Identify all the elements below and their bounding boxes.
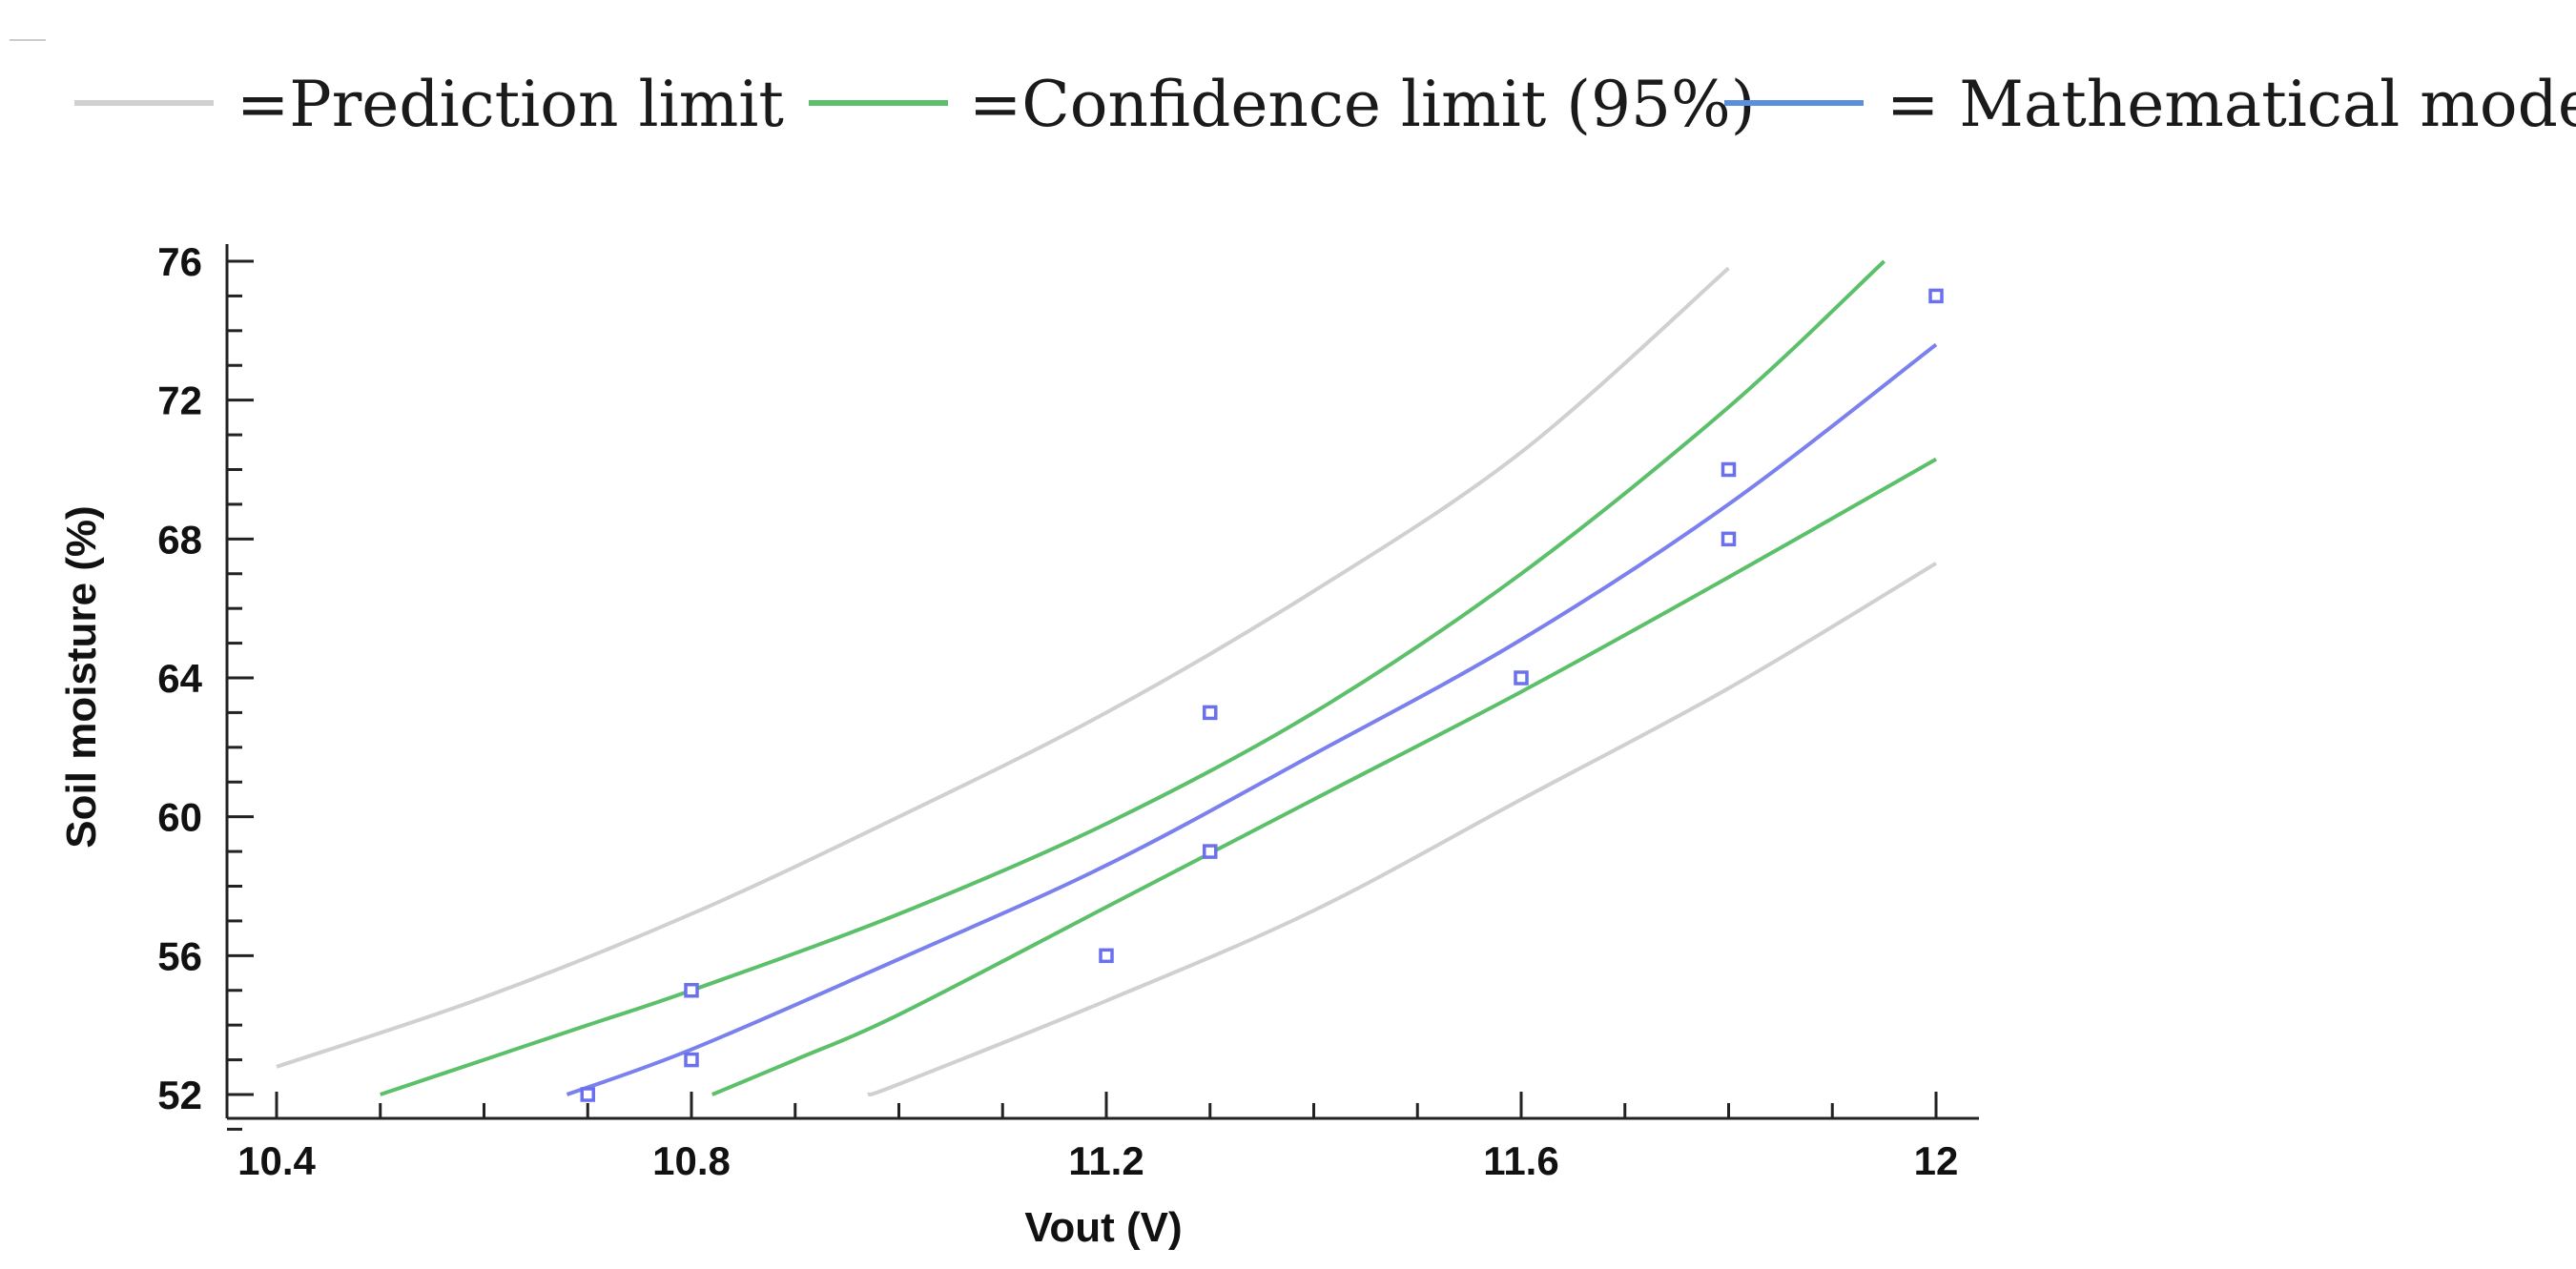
legend-prediction-label: =Prediction limit bbox=[237, 68, 784, 141]
legend: =Prediction limit =Confidence limit (95%… bbox=[74, 68, 2576, 141]
series-confidence-upper bbox=[380, 259, 1886, 1096]
series-prediction-upper bbox=[276, 266, 1730, 1069]
x-tick-label: 11.2 bbox=[1068, 1138, 1144, 1183]
y-tick-label: 60 bbox=[157, 795, 202, 840]
series-model bbox=[566, 342, 1938, 1096]
data-point bbox=[1721, 461, 1737, 478]
axes: 52 56 60 64 68 72 76 10.4 10.8 11.2 11.6 12 bbox=[157, 239, 1979, 1183]
y-tick-label: 64 bbox=[157, 656, 202, 701]
data-point bbox=[1928, 288, 1944, 304]
x-tick-label: 12 bbox=[1914, 1138, 1959, 1183]
series-prediction-lower bbox=[867, 562, 1938, 1097]
x-axis-title: Vout (V) bbox=[1024, 1204, 1182, 1251]
data-point bbox=[580, 1087, 595, 1102]
data-point bbox=[684, 1052, 699, 1068]
y-tick-label: 56 bbox=[157, 933, 202, 978]
y-axis-title: Soil moisture (%) bbox=[58, 505, 105, 848]
y-tick-label: 76 bbox=[157, 239, 202, 284]
data-point bbox=[684, 983, 699, 998]
data-point bbox=[1721, 531, 1737, 547]
data-point bbox=[1514, 670, 1529, 686]
data-point bbox=[1203, 844, 1218, 859]
x-tick-label: 10.4 bbox=[237, 1138, 316, 1183]
y-tick-label: 72 bbox=[157, 379, 202, 423]
series-lines bbox=[276, 259, 1938, 1097]
legend-confidence-label: =Confidence limit (95%) bbox=[969, 68, 1755, 141]
x-tick-label: 11.6 bbox=[1483, 1138, 1558, 1183]
data-point bbox=[1203, 705, 1218, 721]
y-tick-label: 68 bbox=[157, 517, 202, 562]
series-confidence-lower bbox=[711, 457, 1937, 1096]
y-tick-label: 52 bbox=[157, 1073, 202, 1117]
x-tick-label: 10.8 bbox=[652, 1138, 731, 1183]
legend-model-label: = Mathematical model bbox=[1886, 68, 2576, 141]
data-point bbox=[1099, 948, 1114, 964]
data-points bbox=[580, 288, 1944, 1102]
